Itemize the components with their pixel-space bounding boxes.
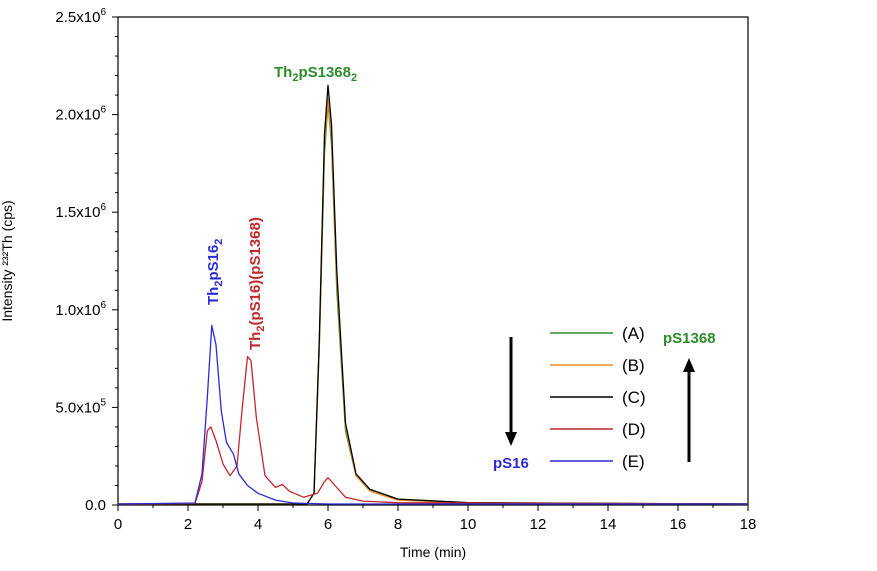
y-tick-label: 2.5x106	[55, 7, 106, 26]
legend-label: (C)	[622, 388, 646, 407]
x-tick-label: 14	[600, 516, 617, 533]
series-layer	[117, 84, 749, 505]
x-axis-title: Time (min)	[400, 544, 466, 560]
up-arrow-icon	[683, 358, 695, 462]
x-tick-label: 10	[460, 516, 477, 533]
series-line-4	[117, 324, 748, 505]
y-tick-label: 1.0x106	[55, 300, 106, 319]
legend-label: (D)	[622, 420, 646, 439]
x-tick-label: 6	[324, 516, 332, 533]
y-tick-label: 0.0	[85, 497, 106, 514]
series-line-3	[117, 355, 749, 505]
down-arrow-icon	[505, 337, 517, 446]
peak-label-th2ps1368-2: Th2pS13682	[274, 64, 357, 84]
x-tick-label: 2	[184, 516, 192, 533]
x-tick-label: 8	[394, 516, 402, 533]
arrow-label-ps16: pS16	[493, 455, 529, 472]
legend-label: (E)	[622, 452, 645, 471]
y-axis-title: Intensity ²³²Th (cps)	[0, 200, 15, 321]
x-tick-label: 16	[670, 516, 687, 533]
x-tick-label: 0	[114, 516, 122, 533]
x-tick-label: 12	[530, 516, 547, 533]
legend-label: (A)	[622, 324, 645, 343]
peak-label-th2-ps16-ps1368: Th2(pS16)(pS1368)	[247, 217, 267, 350]
x-tick-label: 18	[740, 516, 757, 533]
y-tick-label: 5.0x105	[55, 397, 106, 416]
axes: 0 2 4 6 8 10 12 14 16 18 0.0 5.0x105 1.0x106 1.5x106 2…	[0, 7, 756, 560]
y-tick-label: 2.0x106	[55, 105, 106, 124]
legend-label: (B)	[622, 356, 645, 375]
x-tick-label: 4	[254, 516, 262, 533]
legend: (A) (B) (C) (D) (E)	[550, 324, 646, 471]
series-line-2	[118, 84, 749, 505]
y-tick-label: 1.5x106	[55, 202, 106, 221]
arrow-label-ps1368: pS1368	[663, 330, 716, 347]
annotations: Th2pS13682 Th2pS162 Th2(pS16)(pS1368) pS…	[205, 64, 716, 472]
peak-label-th2ps16-2: Th2pS162	[205, 239, 225, 305]
